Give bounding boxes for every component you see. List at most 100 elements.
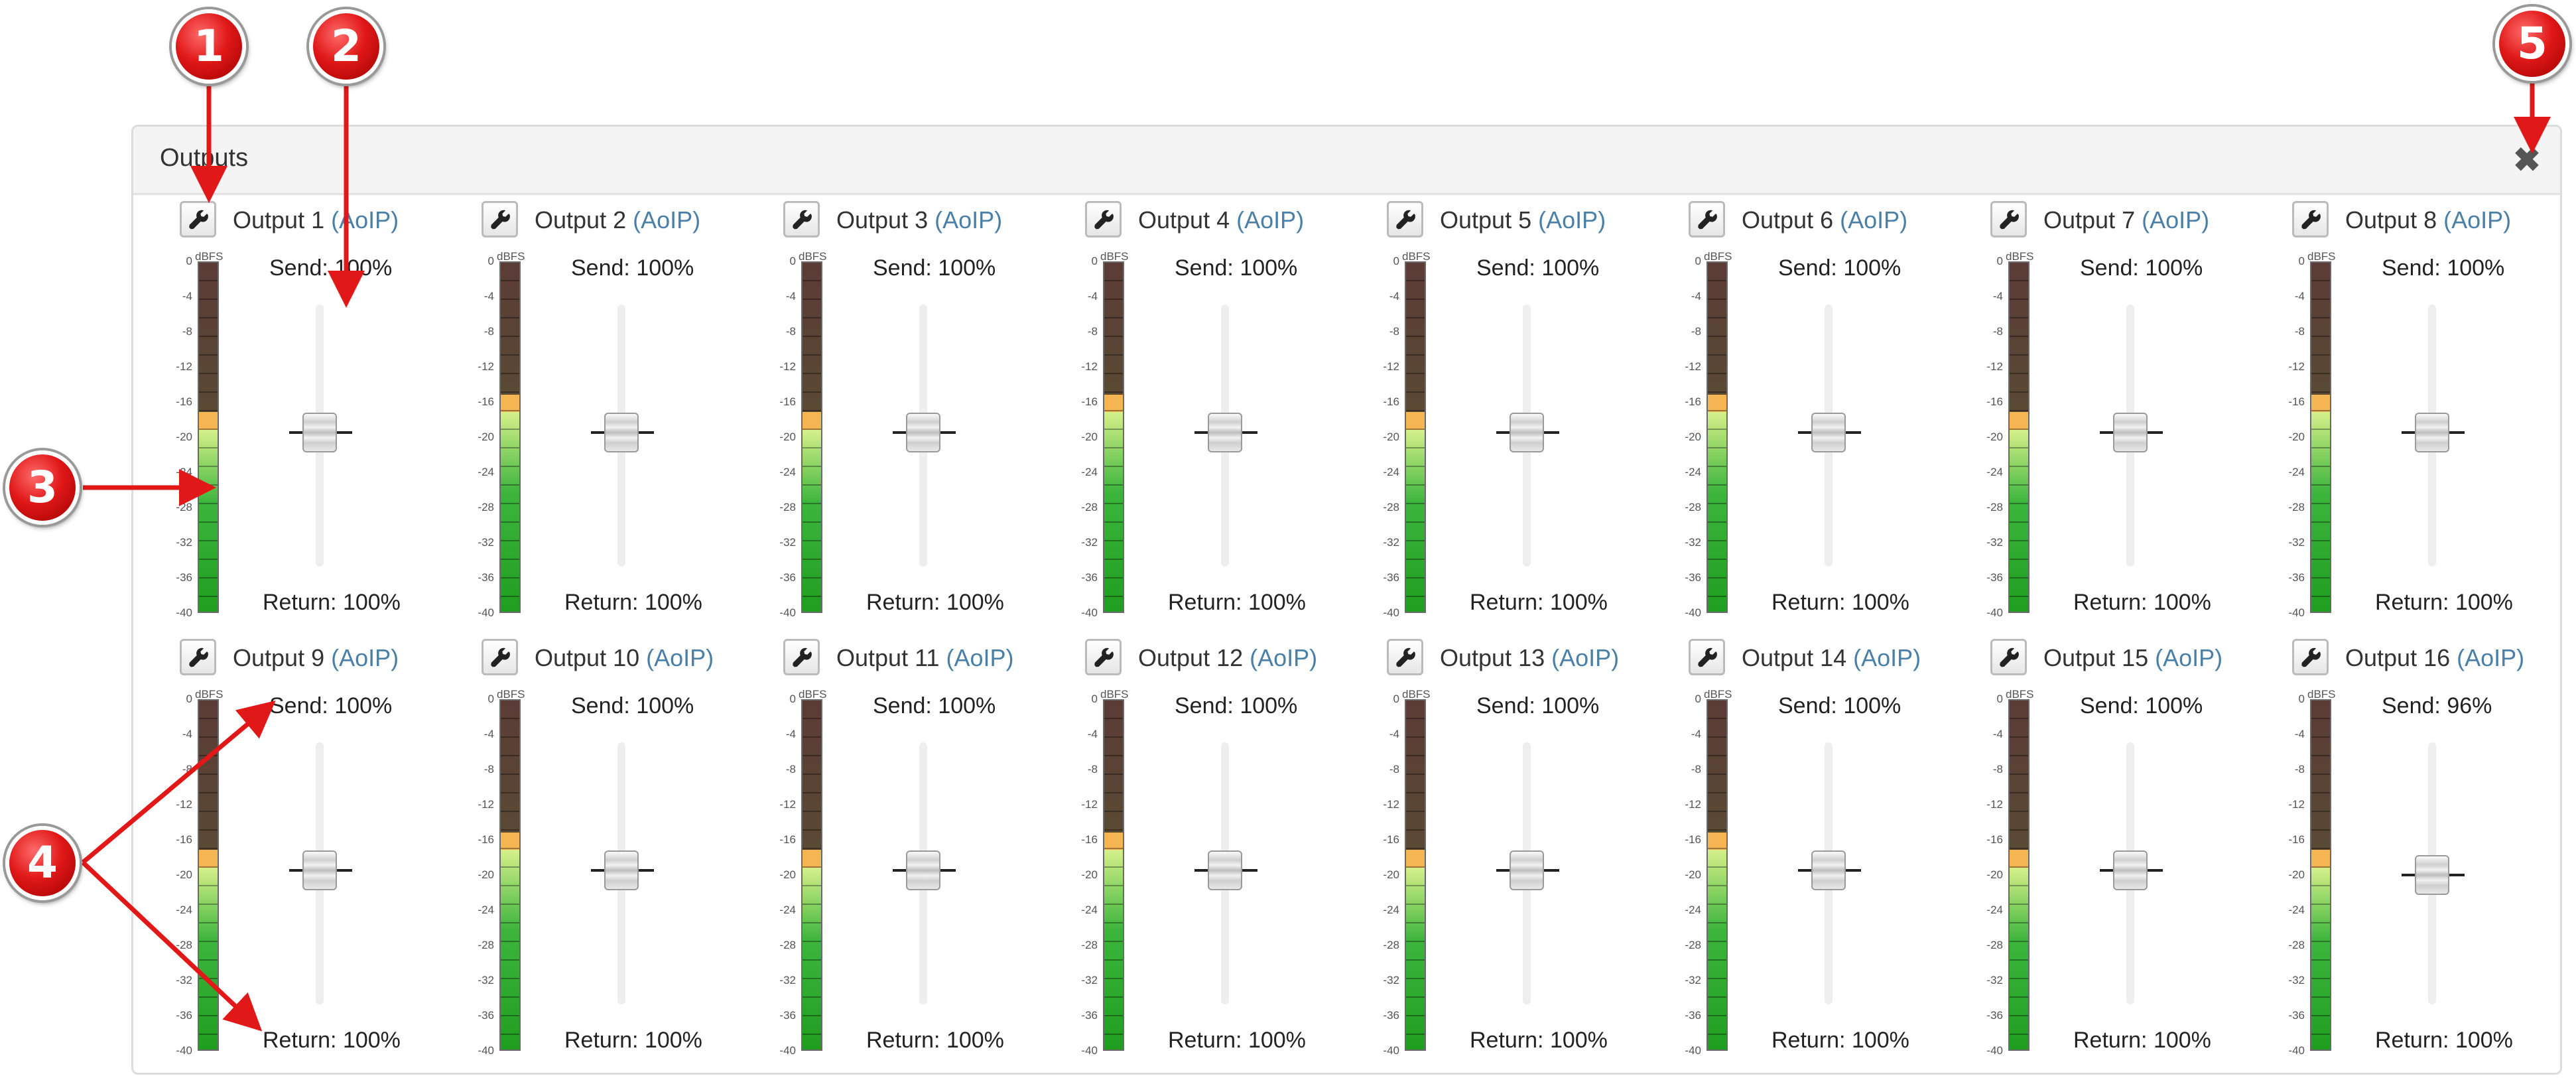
send-value: 100% <box>2145 693 2203 718</box>
wrench-icon[interactable] <box>180 201 216 237</box>
send-level-text: Send: 100% <box>571 693 694 719</box>
fader-knob[interactable] <box>906 850 940 891</box>
scale-label: -12 <box>1685 798 1701 811</box>
fader-knob[interactable] <box>1811 850 1846 891</box>
wrench-icon[interactable] <box>2292 201 2329 237</box>
aoip-link[interactable]: (AoIP) <box>331 644 399 671</box>
wrench-icon[interactable] <box>482 639 518 675</box>
output-strip: Output 15 (AoIP) 0 -4 -8 -12 -16 -20 -24 -28 -32 -… <box>1967 631 2269 1069</box>
level-meter <box>499 699 521 1051</box>
aoip-link[interactable]: (AoIP) <box>1853 644 1921 671</box>
return-level-text: Return: 100% <box>2375 590 2513 616</box>
fader-knob[interactable] <box>2113 850 2148 891</box>
scale-label: -16 <box>1685 833 1701 846</box>
aoip-link[interactable]: (AoIP) <box>2457 644 2525 671</box>
send-level-text: Send: 100% <box>1476 693 1599 719</box>
aoip-link[interactable]: (AoIP) <box>646 644 714 671</box>
fader-knob[interactable] <box>2415 855 2449 895</box>
fader-knob[interactable] <box>1510 413 1544 453</box>
scale-label: -20 <box>1986 431 2003 443</box>
callout-badge-2: 2 <box>309 9 383 84</box>
aoip-link[interactable]: (AoIP) <box>934 206 1003 234</box>
fader-knob[interactable] <box>604 850 639 891</box>
fader-knob[interactable] <box>604 413 639 453</box>
fader-knob[interactable] <box>906 413 940 453</box>
meter-ticks <box>199 263 218 612</box>
scale-label: -24 <box>2288 904 2305 916</box>
scale-label: -4 <box>1691 728 1701 740</box>
wrench-icon[interactable] <box>1387 639 1423 675</box>
scale-label: -40 <box>176 1044 192 1057</box>
scale-label: -24 <box>478 904 494 916</box>
meter-orange-zone <box>2010 412 2028 430</box>
return-prefix: Return: <box>564 590 639 615</box>
strip-title: Output 7 (AoIP) <box>2043 206 2209 234</box>
output-strip: Output 14 (AoIP) 0 -4 -8 -12 -16 -20 -24 -28 -32 -… <box>1665 631 1967 1069</box>
send-prefix: Send: <box>1778 255 1837 281</box>
aoip-link[interactable]: (AoIP) <box>2443 206 2512 234</box>
scale-label: -20 <box>1685 868 1701 881</box>
wrench-icon[interactable] <box>1990 639 2027 675</box>
output-name: Output 5 <box>1440 206 1532 234</box>
aoip-link[interactable]: (AoIP) <box>1236 206 1305 234</box>
fader-knob[interactable] <box>1510 850 1544 891</box>
wrench-icon[interactable] <box>1689 639 1725 675</box>
wrench-icon[interactable] <box>1689 201 1725 237</box>
aoip-link[interactable]: (AoIP) <box>1840 206 1908 234</box>
meter-green-zone <box>1406 429 1425 612</box>
aoip-link[interactable]: (AoIP) <box>1551 644 1620 671</box>
meter-red-zone <box>1406 701 1425 850</box>
scale-label: -8 <box>2294 763 2305 776</box>
aoip-link[interactable]: (AoIP) <box>2155 644 2223 671</box>
aoip-link[interactable]: (AoIP) <box>1250 644 1318 671</box>
scale-label: -4 <box>2294 290 2305 303</box>
meter-orange-zone <box>199 850 218 868</box>
scale-label: -28 <box>1383 939 1399 951</box>
db-scale: 0 -4 -8 -12 -16 -20 -24 -28 -32 -36 -40 <box>1974 254 2003 619</box>
fader-knob[interactable] <box>302 413 337 453</box>
wrench-icon[interactable] <box>1387 201 1423 237</box>
scale-label: -36 <box>779 571 796 584</box>
db-scale: 0 -4 -8 -12 -16 -20 -24 -28 -32 -36 -40 <box>163 692 192 1057</box>
meter-ticks <box>1708 263 1726 612</box>
wrench-icon[interactable] <box>783 201 820 237</box>
strip-title: Output 6 (AoIP) <box>1742 206 1907 234</box>
scale-label: -32 <box>176 536 192 549</box>
return-prefix: Return: <box>1168 590 1242 615</box>
scale-label: -36 <box>176 571 192 584</box>
level-meter <box>2310 699 2331 1051</box>
wrench-icon[interactable] <box>1990 201 2027 237</box>
strip-title: Output 16 (AoIP) <box>2345 644 2524 672</box>
output-strip: Output 12 (AoIP) 0 -4 -8 -12 -16 -20 -24 -28 -32 -… <box>1062 631 1364 1069</box>
fader-knob[interactable] <box>302 850 337 891</box>
scale-label: -32 <box>1986 974 2003 986</box>
return-prefix: Return: <box>1470 590 1544 615</box>
wrench-icon[interactable] <box>180 639 216 675</box>
aoip-link[interactable]: (AoIP) <box>946 644 1014 671</box>
scale-label: -28 <box>779 939 796 951</box>
wrench-icon[interactable] <box>1085 639 1122 675</box>
send-value: 100% <box>938 255 996 281</box>
scale-label: -4 <box>1992 728 2003 740</box>
scale-label: -36 <box>176 1009 192 1022</box>
fader-knob[interactable] <box>1811 413 1846 453</box>
wrench-icon[interactable] <box>2292 639 2329 675</box>
fader-knob[interactable] <box>2415 413 2449 453</box>
fader-knob[interactable] <box>2113 413 2148 453</box>
wrench-icon[interactable] <box>1085 201 1122 237</box>
meter-green-zone <box>501 850 519 1049</box>
aoip-link[interactable]: (AoIP) <box>1538 206 1606 234</box>
wrench-icon[interactable] <box>783 639 820 675</box>
aoip-link[interactable]: (AoIP) <box>633 206 701 234</box>
meter-orange-zone <box>803 412 821 430</box>
meter-ticks <box>803 263 821 612</box>
scale-label: 0 <box>1996 693 2003 705</box>
scale-label: -16 <box>779 395 796 408</box>
fader-knob[interactable] <box>1208 413 1242 453</box>
wrench-icon[interactable] <box>482 201 518 237</box>
send-prefix: Send: <box>2080 693 2139 718</box>
fader-knob[interactable] <box>1208 850 1242 891</box>
aoip-link[interactable]: (AoIP) <box>331 206 399 234</box>
aoip-link[interactable]: (AoIP) <box>2142 206 2210 234</box>
strip-title: Output 9 (AoIP) <box>233 644 399 672</box>
